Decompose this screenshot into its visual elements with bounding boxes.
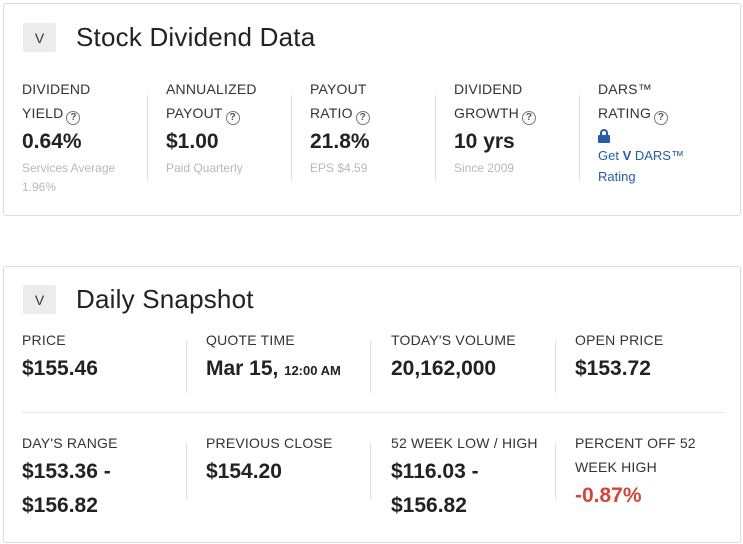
- open-price-stat: OPEN PRICE $153.72: [575, 328, 663, 386]
- percent-off-high-label-2: WEEK HIGH: [575, 459, 657, 475]
- ticker-badge: V: [23, 23, 56, 52]
- percent-off-high-stat: PERCENT OFF 52 WEEK HIGH -0.87%: [575, 431, 696, 513]
- quote-date-value: Mar 15,: [206, 357, 279, 380]
- quote-time-label: QUOTE TIME: [206, 332, 295, 348]
- open-price-value: $153.72: [575, 357, 651, 380]
- dars-rating-stat: DARS™ RATING? Get V DARS™ Rating: [598, 77, 684, 187]
- card-title: Daily Snapshot: [76, 284, 254, 314]
- payout-ratio-sub: EPS $4.59: [310, 161, 368, 175]
- days-range-low: $153.36 -: [22, 460, 111, 483]
- dividend-growth-label-1: DIVIDEND: [454, 81, 523, 97]
- week52-range-stat: 52 WEEK LOW / HIGH $116.03 - $156.82: [391, 431, 538, 523]
- divider: [555, 443, 556, 499]
- help-icon[interactable]: ?: [66, 111, 81, 125]
- percent-off-high-label-1: PERCENT OFF 52: [575, 435, 696, 451]
- divider: [370, 341, 371, 393]
- dividend-yield-sub-1: Services Average: [22, 161, 116, 175]
- days-range-label: DAY'S RANGE: [22, 435, 118, 451]
- help-icon[interactable]: ?: [355, 111, 370, 125]
- help-icon[interactable]: ?: [225, 111, 240, 125]
- divider: [579, 95, 580, 181]
- divider: [370, 443, 371, 499]
- get-dars-rating-link[interactable]: Get V DARS™: [598, 148, 684, 163]
- week52-range-label: 52 WEEK LOW / HIGH: [391, 435, 538, 451]
- price-stat: PRICE $155.46: [22, 328, 98, 386]
- dividend-growth-label-2: GROWTH: [454, 105, 519, 121]
- percent-off-high-value: -0.87%: [575, 484, 642, 507]
- dividend-yield-value: 0.64%: [22, 130, 82, 153]
- card-title: Stock Dividend Data: [76, 22, 316, 52]
- row-divider: [22, 412, 724, 413]
- week52-high: $156.82: [391, 494, 467, 517]
- days-range-stat: DAY'S RANGE $153.36 - $156.82: [22, 431, 118, 523]
- dividend-data-card: V Stock Dividend Data DIVIDEND YIELD? 0.…: [3, 3, 741, 216]
- payout-ratio-value: 21.8%: [310, 130, 370, 153]
- days-range-high: $156.82: [22, 494, 98, 517]
- lock-icon: [598, 129, 610, 143]
- price-value: $155.46: [22, 357, 98, 380]
- daily-snapshot-card: V Daily Snapshot PRICE $155.46 QUOTE TIM…: [3, 266, 741, 543]
- todays-volume-label: TODAY'S VOLUME: [391, 332, 516, 348]
- payout-ratio-label-2: RATIO: [310, 105, 353, 121]
- week52-low: $116.03 -: [391, 460, 479, 483]
- dars-rating-label-1: DARS™: [598, 81, 652, 97]
- dividend-growth-sub: Since 2009: [454, 161, 515, 175]
- divider: [435, 95, 436, 181]
- payout-ratio-stat: PAYOUT RATIO? 21.8% EPS $4.59: [310, 77, 370, 178]
- price-label: PRICE: [22, 332, 66, 348]
- previous-close-label: PREVIOUS CLOSE: [206, 435, 333, 451]
- dividend-yield-label-2: YIELD: [22, 105, 64, 121]
- divider: [291, 95, 292, 181]
- ticker-badge: V: [23, 285, 56, 314]
- annualized-payout-sub: Paid Quarterly: [166, 161, 243, 175]
- dividend-yield-sub-2: 1.96%: [22, 180, 57, 194]
- annualized-payout-label-2: PAYOUT: [166, 105, 223, 121]
- todays-volume-value: 20,162,000: [391, 357, 497, 380]
- divider: [186, 341, 187, 393]
- payout-ratio-label-1: PAYOUT: [310, 81, 367, 97]
- annualized-payout-label-1: ANNUALIZED: [166, 81, 257, 97]
- help-icon[interactable]: ?: [654, 111, 669, 125]
- quote-time-stat: QUOTE TIME Mar 15, 12:00 AM: [206, 328, 341, 388]
- dars-rating-label-2: RATING: [598, 105, 652, 121]
- annualized-payout-value: $1.00: [166, 130, 219, 153]
- todays-volume-stat: TODAY'S VOLUME 20,162,000: [391, 328, 516, 386]
- dividend-growth-stat: DIVIDEND GROWTH? 10 yrs Since 2009: [454, 77, 536, 178]
- get-dars-rating-link-line2[interactable]: Rating: [598, 169, 636, 184]
- annualized-payout-stat: ANNUALIZED PAYOUT? $1.00 Paid Quarterly: [166, 77, 257, 178]
- dividend-growth-value: 10 yrs: [454, 130, 515, 153]
- divider: [147, 95, 148, 181]
- previous-close-value: $154.20: [206, 460, 282, 483]
- previous-close-stat: PREVIOUS CLOSE $154.20: [206, 431, 333, 489]
- dividend-yield-stat: DIVIDEND YIELD? 0.64% Services Average 1…: [22, 77, 115, 197]
- open-price-label: OPEN PRICE: [575, 332, 664, 348]
- dividend-yield-label-1: DIVIDEND: [22, 81, 91, 97]
- divider: [555, 341, 556, 393]
- help-icon[interactable]: ?: [521, 111, 536, 125]
- divider: [186, 443, 187, 499]
- quote-time-value: 12:00 AM: [284, 363, 341, 378]
